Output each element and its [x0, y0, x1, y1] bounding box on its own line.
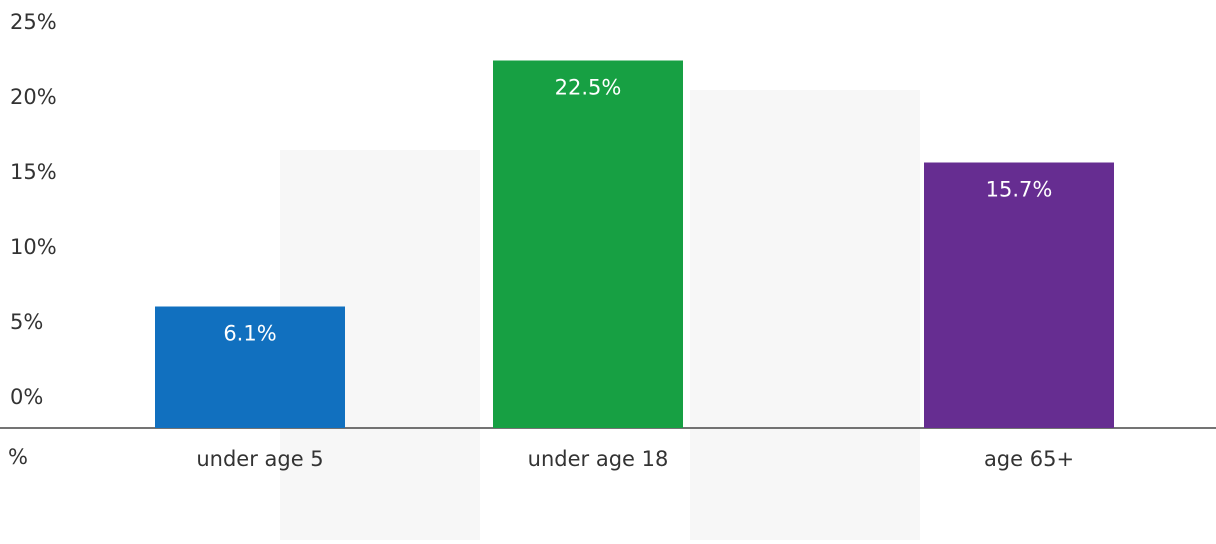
- y-tick-label: 10%: [10, 235, 57, 259]
- y-tick-label: 0%: [10, 385, 43, 409]
- x-tick-label: under age 18: [528, 447, 669, 471]
- value-label: 15.7%: [986, 178, 1053, 202]
- value-label: 6.1%: [223, 322, 276, 346]
- x-tick-label: age 65+: [984, 447, 1074, 471]
- value-label: 22.5%: [555, 76, 622, 100]
- y-tick-label: 5%: [10, 310, 43, 334]
- bar: [155, 306, 345, 428]
- x-tick-label: under age 5: [196, 447, 323, 471]
- y-tick-label: 25%: [10, 10, 57, 34]
- photo-backdrop: [690, 90, 920, 540]
- bar: [493, 60, 683, 428]
- y-tick-label: 15%: [10, 160, 57, 184]
- bar: [924, 162, 1114, 428]
- y-axis-label: %: [8, 445, 28, 469]
- y-tick-label: 20%: [10, 85, 57, 109]
